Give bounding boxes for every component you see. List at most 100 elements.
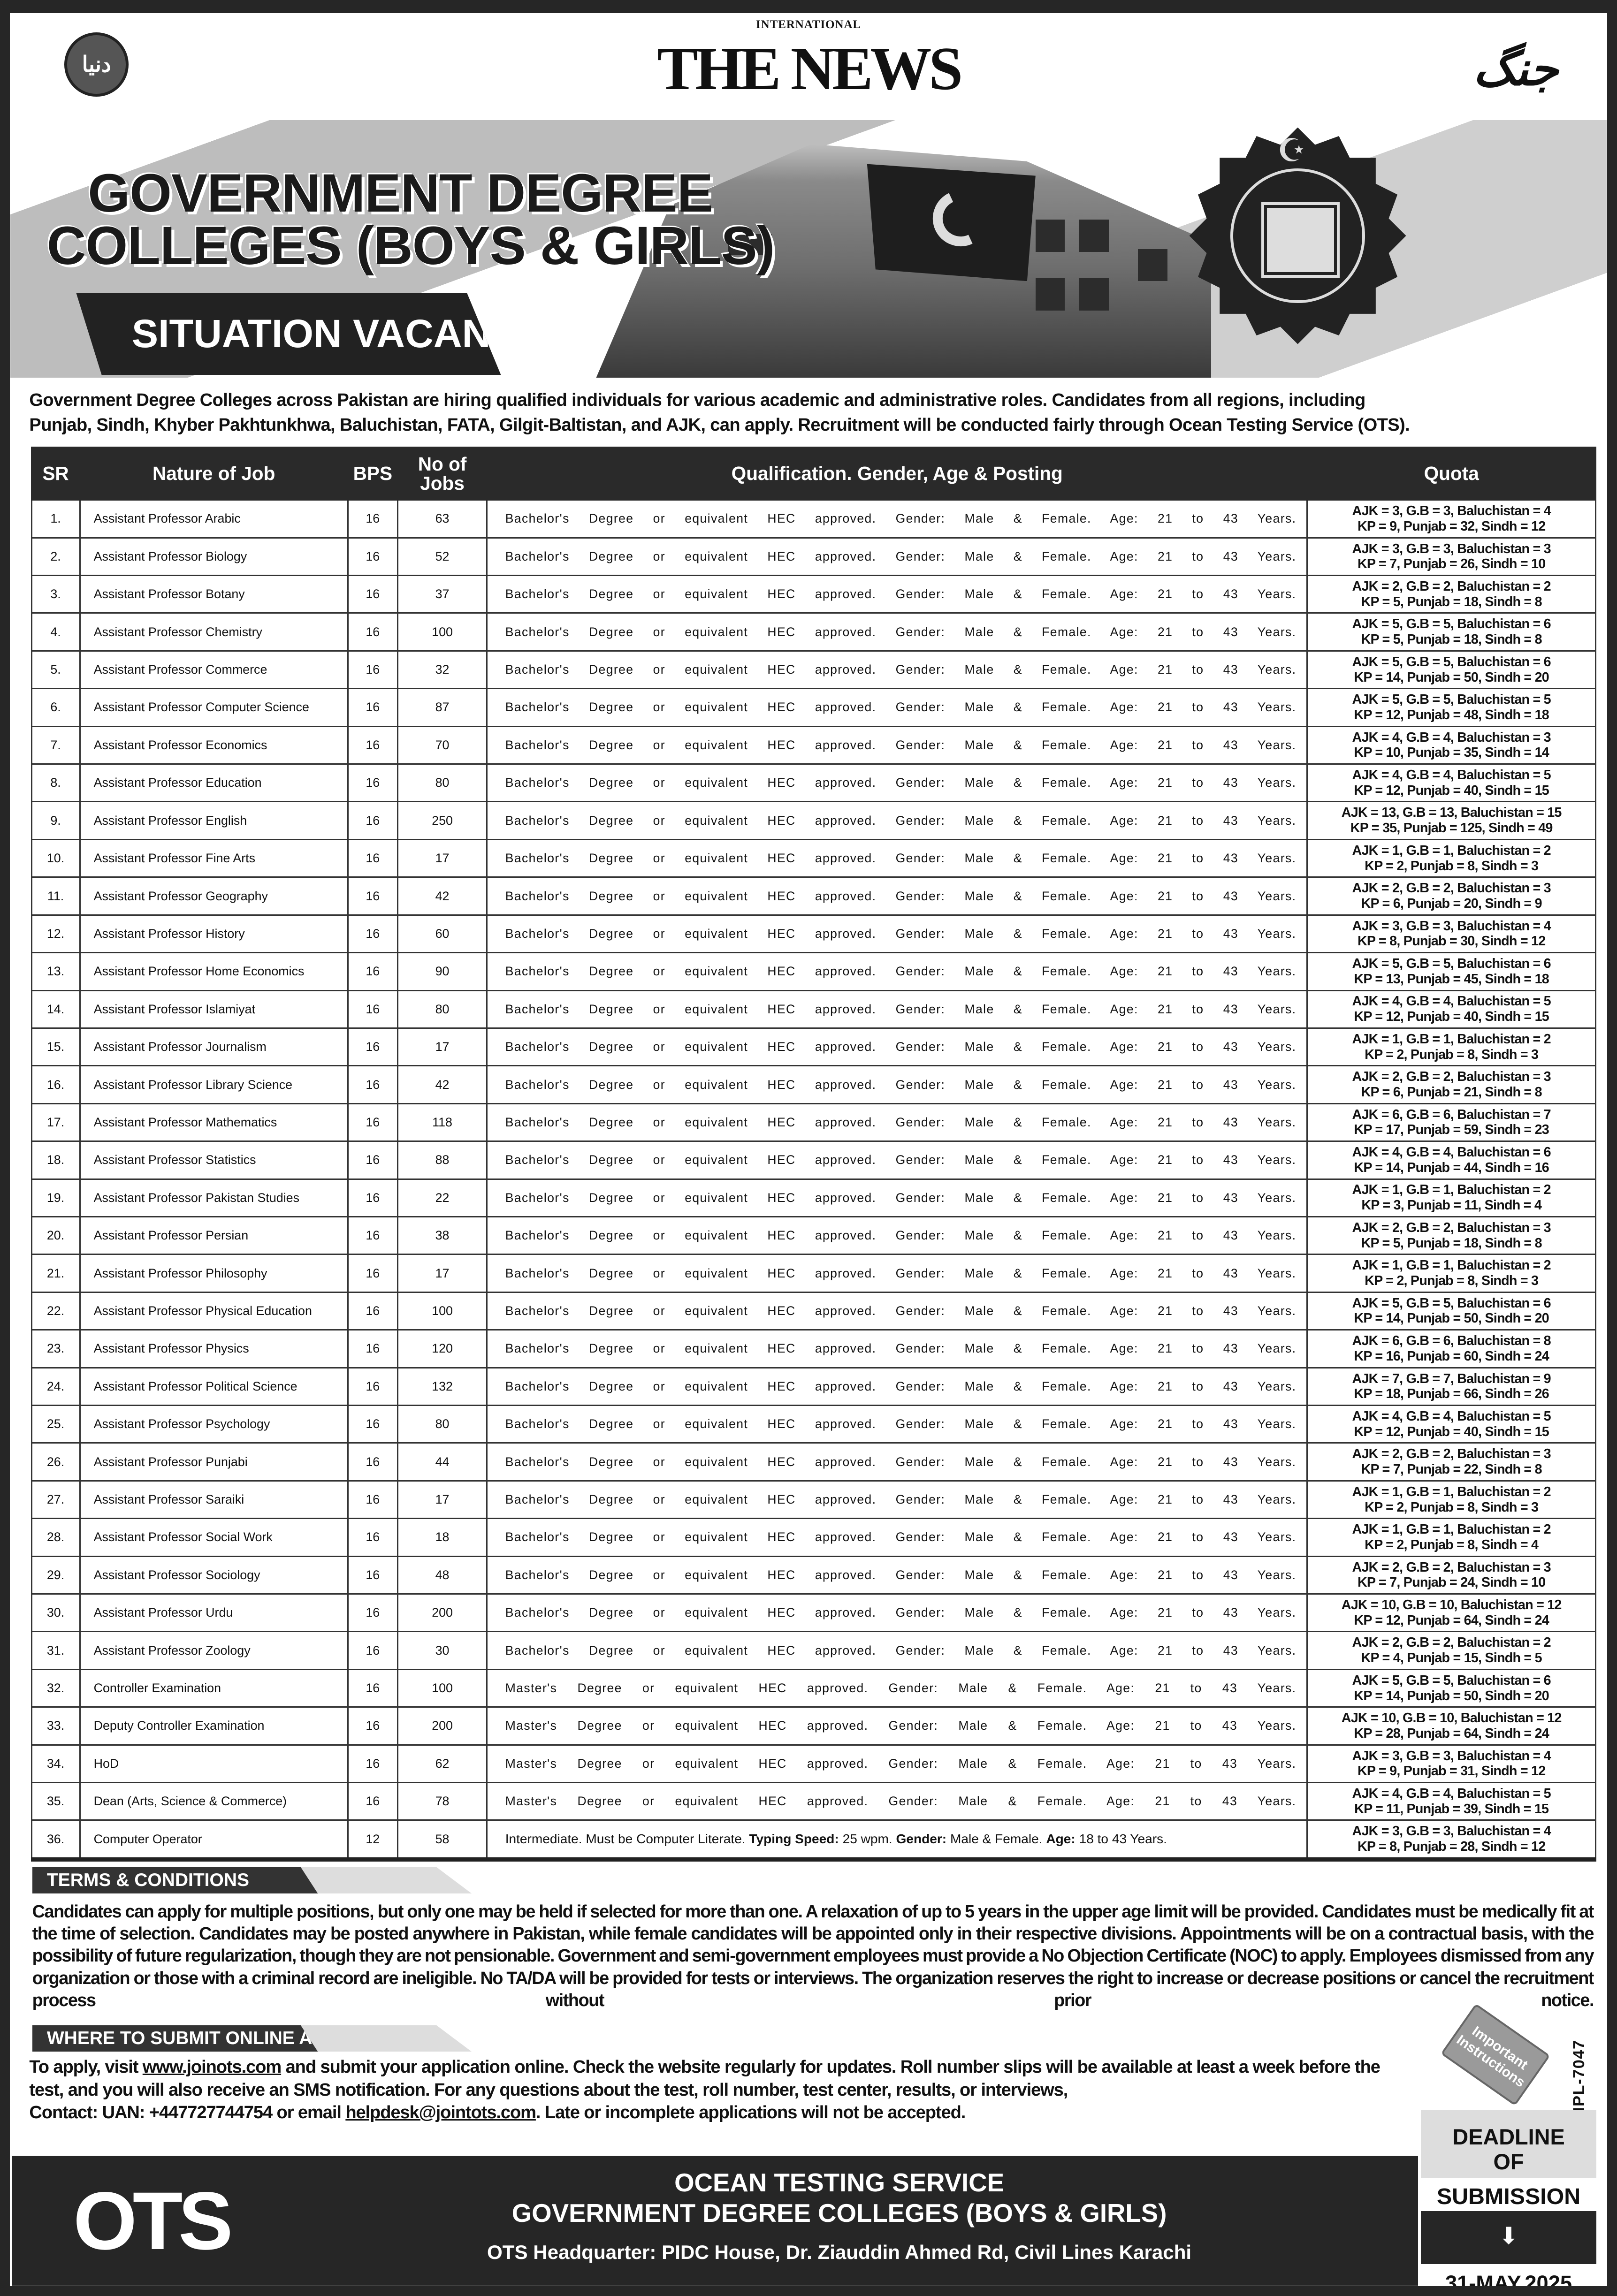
banner-title: GOVERNMENT DEGREE COLLEGES (BOYS & GIRLS… xyxy=(47,166,775,273)
cell-bps: 16 xyxy=(347,1555,398,1595)
qualification-part: Age: xyxy=(1046,1832,1075,1847)
quota-line: KP = 8, Punjab = 30, Sindh = 12 xyxy=(1357,934,1546,949)
table-row: 19. Assistant Professor Pakistan Studies 1… xyxy=(31,1178,1597,1217)
cell-quota: AJK = 2, G.B = 2, Baluchistan = 3 KP = 6,… xyxy=(1306,1065,1597,1104)
cell-job: Assistant Professor Persian xyxy=(79,1216,349,1255)
cell-sr: 15. xyxy=(31,1027,81,1067)
cell-qualification: Bachelor's Degree or equivalent HEC appr… xyxy=(486,801,1308,840)
cell-job: Assistant Professor Library Science xyxy=(79,1065,349,1104)
cell-qualification: Bachelor's Degree or equivalent HEC appr… xyxy=(486,1140,1308,1180)
table-row: 20. Assistant Professor Persian 16 38 Bachel… xyxy=(31,1216,1597,1255)
table-row: 22. Assistant Professor Physical Educatio… xyxy=(31,1291,1597,1331)
table-row: 13. Assistant Professor Home Economics 16 9… xyxy=(31,952,1597,991)
cell-qualification: Bachelor's Degree or equivalent HEC appr… xyxy=(486,1480,1308,1520)
cell-bps: 16 xyxy=(347,952,398,991)
deadline-of: OF xyxy=(1493,2150,1524,2174)
cell-jobs: 88 xyxy=(397,1140,488,1180)
cell-jobs: 22 xyxy=(397,1178,488,1217)
quota-line: KP = 28, Punjab = 64, Sindh = 24 xyxy=(1354,1726,1549,1741)
cell-job: Assistant Professor Biology xyxy=(79,537,349,577)
cell-bps: 16 xyxy=(347,612,398,652)
table-row: 2. Assistant Professor Biology 16 52 Bachelo… xyxy=(31,537,1597,577)
table-row: 9. Assistant Professor English 16 250 Bachel… xyxy=(31,801,1597,840)
cell-bps: 16 xyxy=(347,1065,398,1104)
cell-sr: 30. xyxy=(31,1593,81,1633)
cell-bps: 16 xyxy=(347,1178,398,1217)
cell-sr: 32. xyxy=(31,1668,81,1708)
cell-jobs: 48 xyxy=(397,1555,488,1595)
banner: GOVERNMENT DEGREE COLLEGES (BOYS & GIRLS… xyxy=(10,120,1607,378)
vacancy-table: SR Nature of Job BPS No of Jobs Qualific… xyxy=(31,447,1597,1862)
quota-line: KP = 35, Punjab = 125, Sindh = 49 xyxy=(1350,821,1553,836)
cell-bps: 16 xyxy=(347,801,398,840)
cell-qualification: Bachelor's Degree or equivalent HEC appr… xyxy=(486,1291,1308,1331)
cell-jobs: 250 xyxy=(397,801,488,840)
cell-qualification: Bachelor's Degree or equivalent HEC appr… xyxy=(486,1593,1308,1633)
cell-qualification: Bachelor's Degree or equivalent HEC appr… xyxy=(486,763,1308,803)
cell-jobs: 118 xyxy=(397,1102,488,1142)
cell-sr: 16. xyxy=(31,1065,81,1104)
terms-text: Candidates can apply for multiple positi… xyxy=(32,1901,1594,2011)
table-row: 7. Assistant Professor Economics 16 70 Bache… xyxy=(31,725,1597,765)
cell-qualification: Bachelor's Degree or equivalent HEC appr… xyxy=(486,1555,1308,1595)
cell-job: Assistant Professor Home Economics xyxy=(79,952,349,991)
cell-jobs: 80 xyxy=(397,1404,488,1444)
cell-sr: 3. xyxy=(31,575,81,614)
website-link[interactable]: www.joinots.com xyxy=(142,2057,282,2077)
cell-job: Assistant Professor Urdu xyxy=(79,1593,349,1633)
cell-quota: AJK = 4, G.B = 4, Baluchistan = 5 KP = 12… xyxy=(1306,763,1597,803)
cell-quota: AJK = 2, G.B = 2, Baluchistan = 2 KP = 5,… xyxy=(1306,575,1597,614)
apply-text: To apply, visit www.joinots.com and subm… xyxy=(29,2056,1406,2124)
table-row: 32. Controller Examination 16 100 Master's D… xyxy=(31,1668,1597,1708)
quota-line: AJK = 7, G.B = 7, Baluchistan = 9 xyxy=(1352,1371,1551,1386)
cell-bps: 16 xyxy=(347,763,398,803)
apply-heading-label: WHERE TO SUBMIT ONLINE APPLICATION xyxy=(32,2025,318,2052)
cell-sr: 11. xyxy=(31,876,81,916)
cell-quota: AJK = 1, G.B = 1, Baluchistan = 2 KP = 2,… xyxy=(1306,1254,1597,1293)
intro-line1: Government Degree Colleges across Pakist… xyxy=(29,390,1365,411)
table-row: 10. Assistant Professor Fine Arts 16 17 Bach… xyxy=(31,838,1597,878)
cell-quota: AJK = 1, G.B = 1, Baluchistan = 2 KP = 2,… xyxy=(1306,1518,1597,1557)
quota-line: KP = 12, Punjab = 48, Sindh = 18 xyxy=(1354,707,1549,722)
cell-jobs: 90 xyxy=(397,952,488,991)
cell-sr: 13. xyxy=(31,952,81,991)
footer-address: OTS Headquarter: PIDC House, Dr. Ziauddi… xyxy=(487,2241,1192,2263)
quota-line: AJK = 1, G.B = 1, Baluchistan = 2 xyxy=(1352,1031,1551,1047)
cell-job: Assistant Professor Geography xyxy=(79,876,349,916)
table-row: 16. Assistant Professor Library Science 16… xyxy=(31,1065,1597,1104)
cell-jobs: 60 xyxy=(397,914,488,954)
cell-sr: 19. xyxy=(31,1178,81,1217)
quota-line: KP = 2, Punjab = 8, Sindh = 3 xyxy=(1365,1047,1539,1062)
quota-line: AJK = 4, G.B = 4, Baluchistan = 5 xyxy=(1352,768,1551,783)
cell-quota: AJK = 1, G.B = 1, Baluchistan = 2 KP = 2,… xyxy=(1306,1027,1597,1067)
quota-line: KP = 6, Punjab = 21, Sindh = 8 xyxy=(1361,1085,1542,1100)
cell-jobs: 44 xyxy=(397,1442,488,1482)
dunya-logo: دنیا xyxy=(64,32,129,97)
contact-text: Contact: UAN: +447727744754 or email xyxy=(29,2103,346,2123)
cell-bps: 12 xyxy=(347,1819,398,1862)
cell-jobs: 87 xyxy=(397,688,488,727)
qualification-part: Male & Female. xyxy=(946,1832,1046,1847)
header-jobs: No of Jobs xyxy=(397,447,488,501)
deadline-date: 31-MAY,2025 xyxy=(1445,2271,1572,2296)
quota-line: KP = 14, Punjab = 50, Sindh = 20 xyxy=(1354,1688,1549,1703)
cell-job: Assistant Professor Political Science xyxy=(79,1367,349,1406)
apply-text-start: To apply, visit xyxy=(29,2057,143,2077)
qualification-part: 18 to 43 Years. xyxy=(1075,1832,1167,1847)
quota-line: KP = 6, Punjab = 20, Sindh = 9 xyxy=(1361,896,1542,911)
quota-line: KP = 7, Punjab = 22, Sindh = 8 xyxy=(1361,1462,1542,1477)
quota-line: KP = 14, Punjab = 50, Sindh = 20 xyxy=(1354,669,1549,685)
quota-line: KP = 13, Punjab = 45, Sindh = 18 xyxy=(1354,971,1549,987)
quota-line: AJK = 5, G.B = 5, Baluchistan = 5 xyxy=(1352,692,1551,707)
cell-quota: AJK = 4, G.B = 4, Baluchistan = 5 KP = 12… xyxy=(1306,1404,1597,1444)
terms-heading-label: TERMS & CONDITIONS xyxy=(32,1867,318,1893)
quota-line: KP = 9, Punjab = 31, Sindh = 12 xyxy=(1357,1764,1546,1779)
quota-line: KP = 3, Punjab = 11, Sindh = 4 xyxy=(1361,1198,1542,1213)
table-row: 23. Assistant Professor Physics 16 120 Bache… xyxy=(31,1329,1597,1368)
apply-text-body: and submit your application online. Chec… xyxy=(29,2057,1381,2100)
cell-quota: AJK = 4, G.B = 4, Baluchistan = 5 KP = 12… xyxy=(1306,989,1597,1029)
email-link[interactable]: helpdesk@jointots.com xyxy=(345,2103,536,2123)
cell-quota: AJK = 7, G.B = 7, Baluchistan = 9 KP = 18… xyxy=(1306,1367,1597,1406)
cell-sr: 2. xyxy=(31,537,81,577)
cell-quota: AJK = 5, G.B = 5, Baluchistan = 6 KP = 14… xyxy=(1306,1291,1597,1331)
